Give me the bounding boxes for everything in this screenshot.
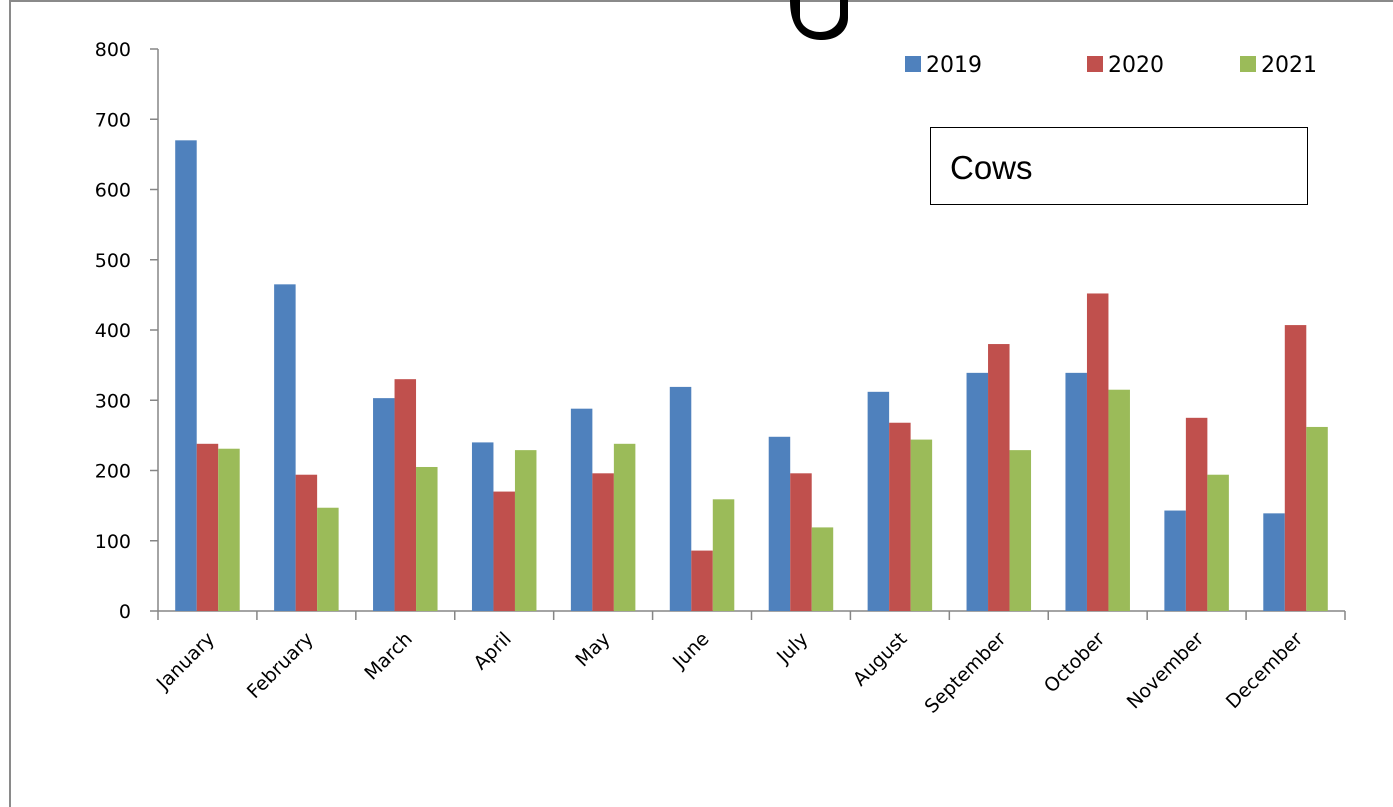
bar-2021-june bbox=[712, 499, 735, 611]
bar-2020-august bbox=[889, 422, 911, 611]
y-tick-label: 700 bbox=[95, 109, 131, 131]
y-tick-label: 400 bbox=[95, 320, 131, 342]
x-tick-label: February bbox=[243, 628, 318, 703]
chart-label-text: Cows bbox=[950, 149, 1033, 186]
bar-2020-march bbox=[394, 379, 417, 611]
legend-swatch-2019 bbox=[905, 56, 921, 72]
legend-label-2020: 2020 bbox=[1108, 53, 1164, 78]
bar-2019-february bbox=[274, 284, 296, 611]
bar-2019-june bbox=[669, 386, 692, 611]
bars bbox=[175, 140, 1328, 611]
y-tick-label: 800 bbox=[95, 39, 131, 61]
bar-2020-october bbox=[1086, 293, 1109, 611]
bar-2021-october bbox=[1108, 389, 1130, 611]
x-tick-label: March bbox=[360, 628, 417, 685]
legend-label-2021: 2021 bbox=[1261, 53, 1317, 78]
chart-label-box: Cows bbox=[930, 127, 1308, 205]
bar-2019-november bbox=[1164, 510, 1186, 611]
y-tick-label: 300 bbox=[95, 390, 131, 412]
legend: 2019 2020 2021 bbox=[905, 53, 1317, 78]
bar-2019-september bbox=[966, 372, 989, 611]
bar-2019-april bbox=[471, 442, 494, 611]
bar-2021-september bbox=[1009, 450, 1032, 611]
bar-2020-may bbox=[592, 473, 614, 611]
bar-2020-november bbox=[1185, 417, 1208, 611]
x-tick-label: October bbox=[1040, 628, 1109, 697]
x-tick-label: September bbox=[921, 628, 1011, 718]
bar-2020-december bbox=[1284, 325, 1307, 611]
x-tick-label: August bbox=[849, 628, 912, 691]
bar-2019-december bbox=[1263, 513, 1285, 611]
x-tick-label: July bbox=[772, 628, 812, 668]
bar-2019-august bbox=[867, 391, 890, 611]
bar-2020-june bbox=[691, 550, 713, 611]
legend-swatch-2021 bbox=[1240, 56, 1256, 72]
bar-2019-january bbox=[175, 140, 197, 611]
bar-2020-september bbox=[988, 344, 1010, 611]
x-axis: January February March April May June July Augu… bbox=[152, 610, 1346, 718]
x-tick-label: April bbox=[469, 628, 515, 674]
bar-2021-february bbox=[317, 507, 339, 611]
y-tick-label: 200 bbox=[95, 461, 131, 483]
legend-swatch-2020 bbox=[1087, 56, 1103, 72]
bar-2020-february bbox=[295, 474, 318, 611]
bar-2021-january bbox=[218, 448, 240, 611]
cropped-title-fragment bbox=[790, 0, 848, 40]
bar-2019-may bbox=[570, 408, 593, 611]
bar-2019-march bbox=[373, 398, 395, 611]
x-tick-label: May bbox=[571, 628, 614, 671]
bar-2019-october bbox=[1065, 372, 1087, 611]
bar-2021-july bbox=[811, 527, 834, 611]
y-tick-label: 0 bbox=[119, 601, 131, 623]
bar-2021-may bbox=[613, 443, 636, 611]
y-tick-label: 100 bbox=[95, 531, 131, 553]
bar-2021-august bbox=[910, 439, 933, 611]
bar-2020-january bbox=[196, 443, 219, 611]
legend-label-2019: 2019 bbox=[926, 53, 982, 78]
bar-2020-april bbox=[493, 491, 515, 611]
x-tick-label: December bbox=[1222, 628, 1307, 713]
x-tick-label: January bbox=[152, 628, 219, 695]
bar-2021-november bbox=[1207, 474, 1229, 611]
bar-2021-april bbox=[514, 450, 537, 611]
x-tick-label: June bbox=[668, 628, 714, 674]
bar-2021-march bbox=[416, 466, 438, 611]
x-tick-label: November bbox=[1123, 628, 1209, 714]
bar-2020-july bbox=[790, 473, 812, 611]
bar-2021-december bbox=[1306, 426, 1328, 611]
y-axis: 0 100 200 300 400 500 600 700 800 bbox=[95, 39, 159, 623]
bar-2019-july bbox=[768, 436, 791, 611]
y-tick-label: 500 bbox=[95, 250, 131, 272]
y-tick-label: 600 bbox=[95, 180, 131, 202]
